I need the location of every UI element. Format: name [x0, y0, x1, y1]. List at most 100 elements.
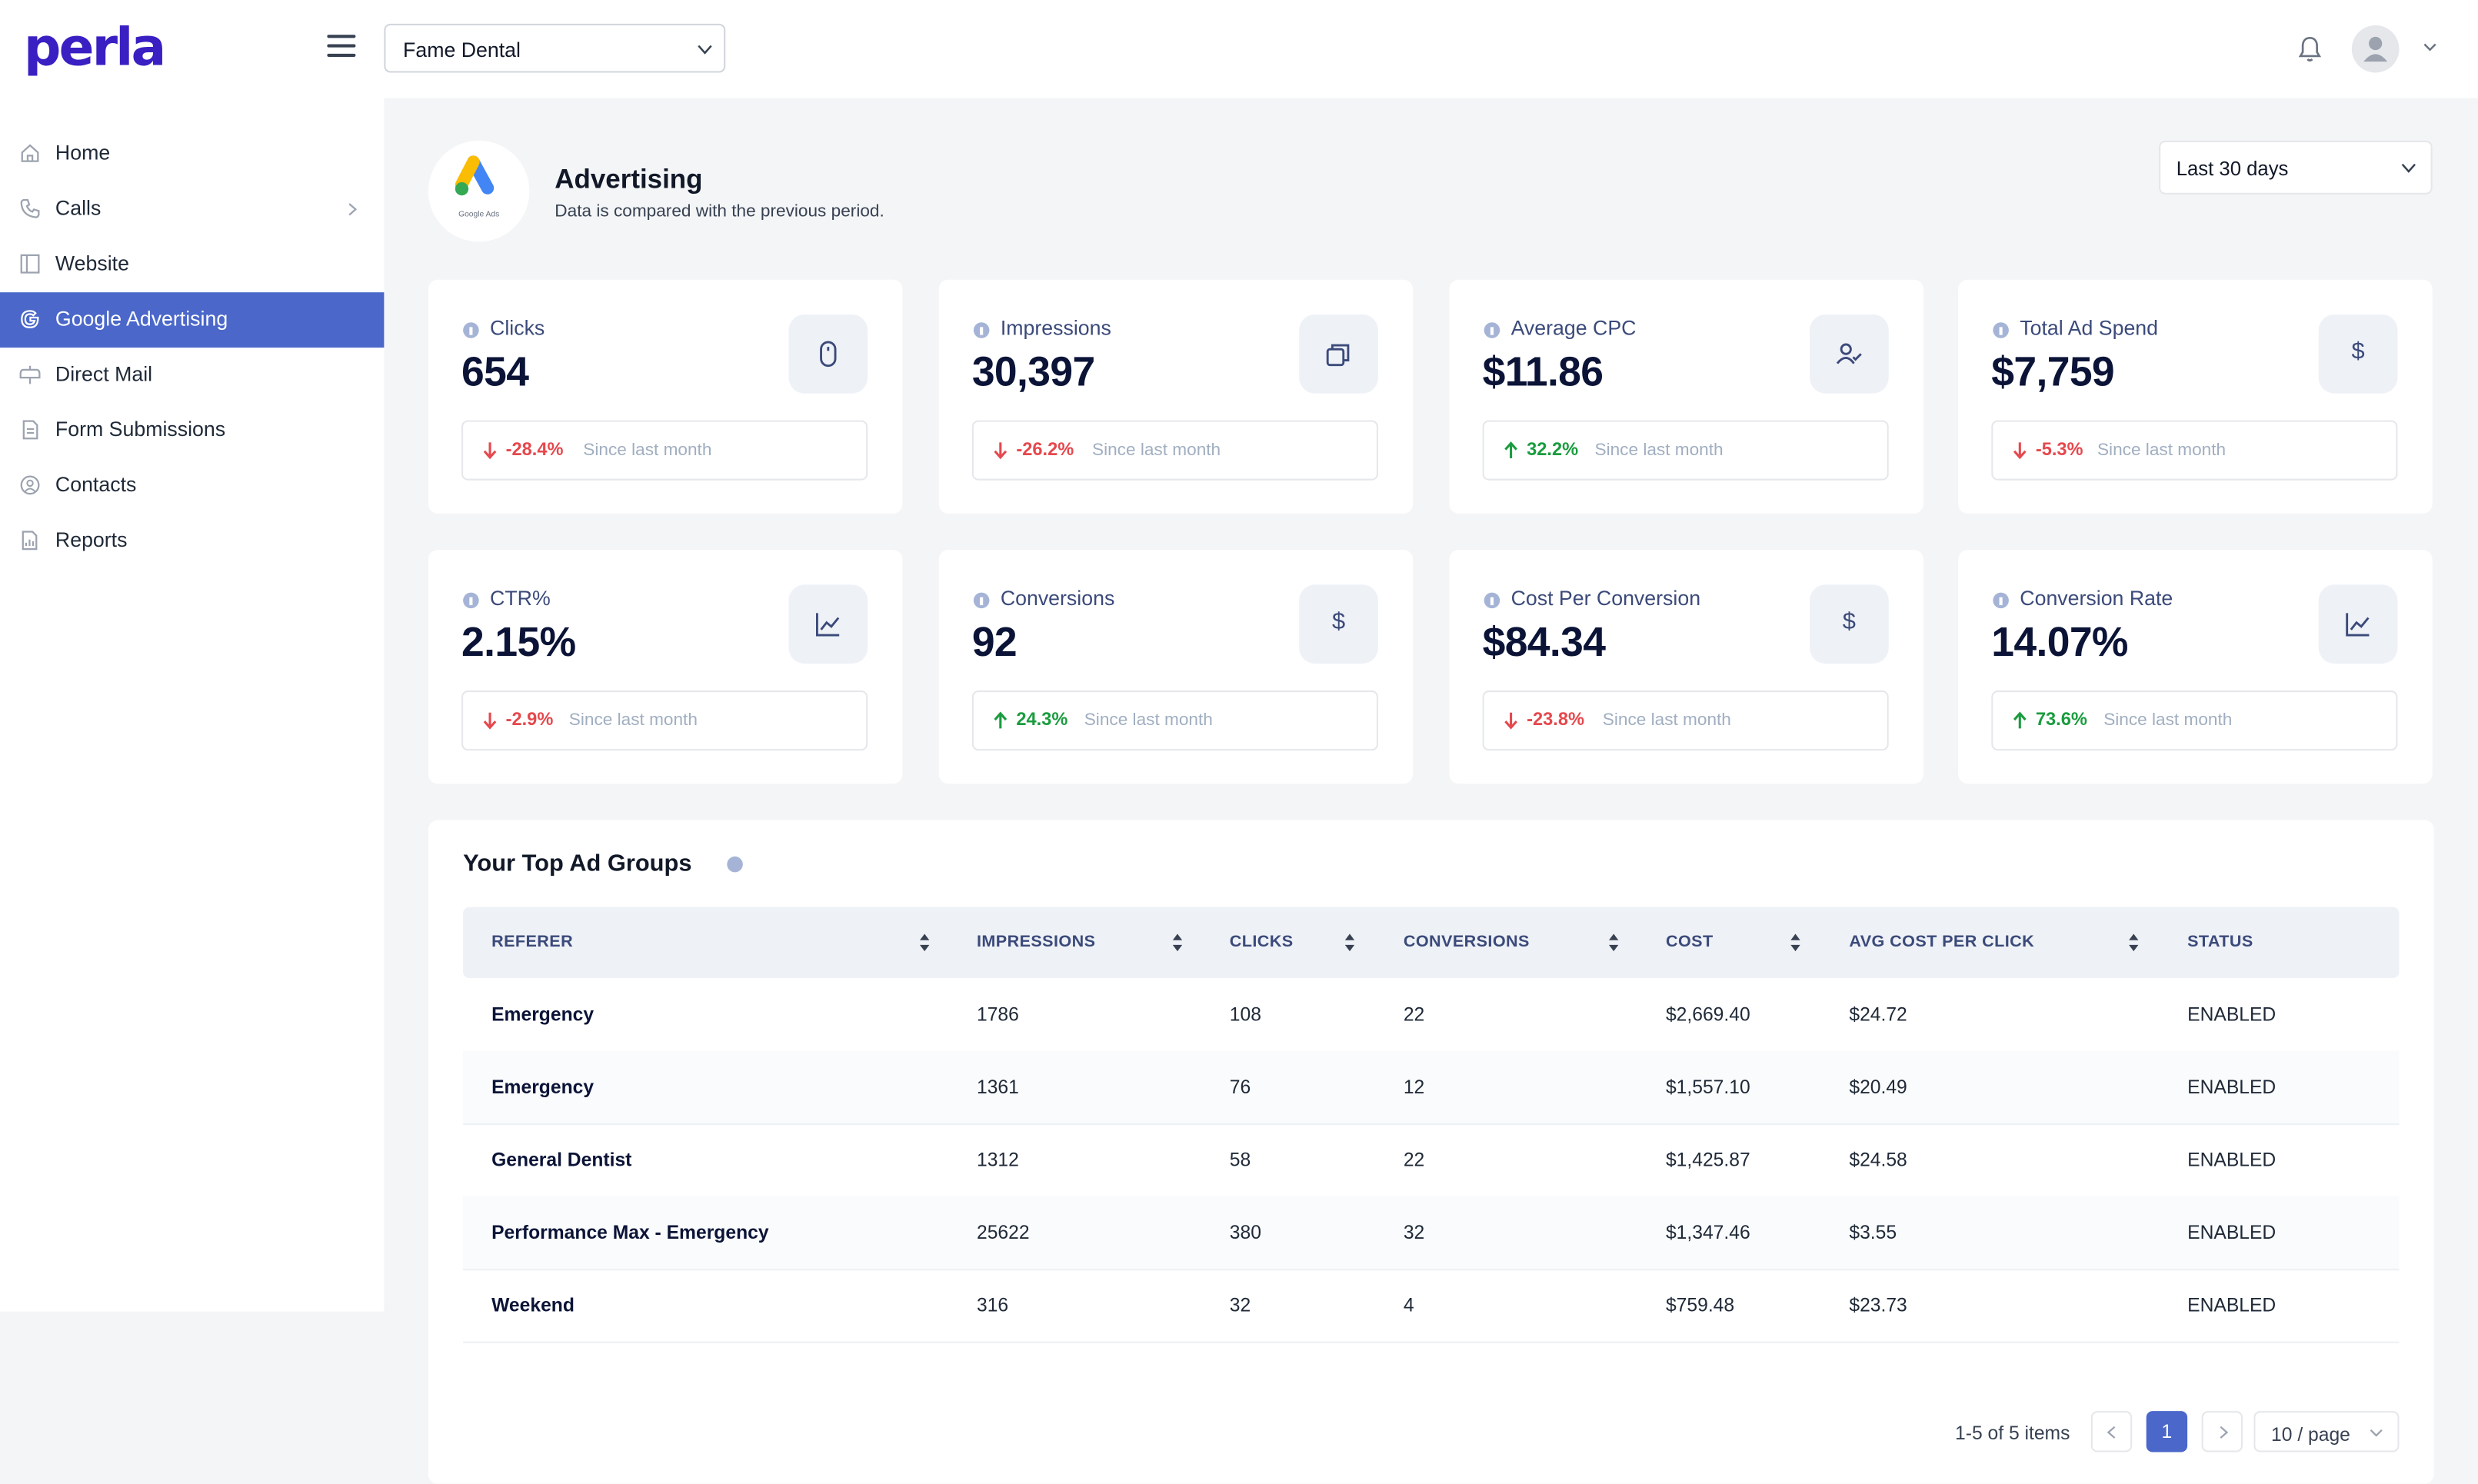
sort-icon[interactable]	[2127, 932, 2140, 953]
stat-delta: -2.9% Since last month	[461, 690, 868, 751]
cell-cost: $759.48	[1665, 1294, 1735, 1316]
table-row[interactable]: Performance Max - Emergency 25622 380 32 $1,…	[463, 1196, 2400, 1271]
cell-referer: Emergency	[491, 1003, 595, 1026]
cell-conversions: 4	[1403, 1294, 1414, 1316]
sort-icon[interactable]	[1344, 932, 1356, 953]
stat-icon-box	[788, 314, 868, 394]
table-row[interactable]: Emergency 1361 76 12 $1,557.10 $20.49 ENABLED	[463, 1050, 2400, 1126]
period-select[interactable]: Last 30 days	[2159, 140, 2433, 195]
delta-note: Since last month	[2103, 710, 2233, 730]
info-icon[interactable]	[1993, 322, 2009, 338]
delta-value: -2.9%	[505, 710, 554, 730]
sidebar-item-contacts[interactable]: Contacts	[0, 458, 384, 514]
info-icon[interactable]	[727, 856, 743, 873]
table-title: Your Top Ad Groups	[463, 850, 692, 877]
cell-conversions: 22	[1403, 1003, 1425, 1026]
stat-delta: -28.4% Since last month	[461, 420, 868, 481]
sort-icon[interactable]	[918, 932, 931, 953]
contact-icon	[20, 475, 40, 495]
cell-clicks: 58	[1229, 1148, 1251, 1171]
cell-impressions: 316	[976, 1294, 1009, 1316]
chevron-left-icon	[2107, 1426, 2116, 1439]
delta-note: Since last month	[1594, 441, 1724, 461]
website-icon	[20, 254, 40, 274]
column-header-referer[interactable]: REFERER	[491, 932, 574, 952]
prev-page-button[interactable]	[2090, 1411, 2133, 1452]
cell-clicks: 32	[1229, 1294, 1251, 1316]
arrow-up-icon	[1504, 441, 1517, 458]
column-header-impressions[interactable]: IMPRESSIONS	[976, 932, 1096, 952]
info-icon[interactable]	[1484, 592, 1500, 609]
chevron-down-icon	[698, 45, 712, 55]
cell-status: ENABLED	[2187, 1076, 2276, 1099]
stat-value: 30,397	[971, 348, 1095, 395]
stat-title: Average CPC	[1510, 316, 1637, 340]
stat-icon-box	[1299, 314, 1378, 394]
stat-icon-box: $	[1809, 584, 1889, 664]
info-icon[interactable]	[1993, 592, 2009, 609]
stat-card-conversions: Conversions 92 $24.3% Since last month	[938, 550, 1414, 784]
info-icon[interactable]	[973, 322, 990, 338]
cell-avg-cpc: $24.72	[1849, 1003, 1907, 1026]
cell-cost: $1,347.46	[1665, 1221, 1750, 1244]
sidebar-item-google-advertising[interactable]: Google Advertising	[0, 292, 385, 348]
delta-note: Since last month	[568, 710, 698, 730]
chart-icon	[2346, 613, 2370, 637]
sort-icon[interactable]	[1789, 932, 1801, 953]
dollar-icon: $	[1332, 608, 1346, 636]
sort-icon[interactable]	[1607, 932, 1620, 953]
stat-card-impressions: Impressions 30,397 -26.2% Since last month	[938, 279, 1414, 514]
bell-icon[interactable]	[2296, 35, 2323, 63]
cell-conversions: 12	[1403, 1076, 1425, 1099]
sidebar-item-calls[interactable]: Calls	[0, 181, 384, 237]
user-avatar[interactable]	[2351, 25, 2400, 73]
next-page-button[interactable]	[2201, 1411, 2243, 1452]
practice-select[interactable]: Fame Dental	[384, 23, 726, 73]
info-icon[interactable]	[463, 322, 479, 338]
table-row[interactable]: Emergency 1786 108 22 $2,669.40 $24.72 ENABLED	[463, 978, 2400, 1053]
page-size-select[interactable]: 10 / page	[2253, 1411, 2400, 1452]
column-header-cost[interactable]: COST	[1665, 932, 1714, 952]
arrow-down-icon	[483, 442, 497, 460]
info-icon[interactable]	[1484, 322, 1500, 338]
stat-delta: 32.2% Since last month	[1482, 420, 1889, 481]
sidebar-item-direct-mail[interactable]: Direct Mail	[0, 348, 384, 403]
table-row[interactable]: General Dentist 1312 58 22 $1,425.87 $24.58 EN…	[463, 1123, 2400, 1198]
stat-delta: -26.2% Since last month	[971, 420, 1378, 481]
page-title: Advertising	[555, 164, 703, 195]
column-header-clicks[interactable]: CLICKS	[1229, 932, 1294, 952]
perla-logo[interactable]: perla	[23, 15, 166, 78]
top-header: perla Fame Dental	[0, 0, 2478, 98]
sidebar-item-website[interactable]: Website	[0, 237, 384, 292]
chevron-right-icon	[348, 203, 358, 216]
chevron-right-icon	[2220, 1426, 2229, 1439]
chevron-down-icon	[2401, 163, 2416, 173]
account-chevron-down-icon[interactable]	[2423, 42, 2436, 52]
column-header-status[interactable]: STATUS	[2187, 932, 2253, 952]
delta-value: -23.8%	[1527, 710, 1585, 730]
sidebar-item-label: Direct Mail	[55, 361, 153, 386]
sidebar-item-label: Google Advertising	[55, 306, 228, 331]
stat-title: Impressions	[1000, 316, 1111, 340]
arrow-down-icon	[994, 442, 1008, 460]
table-header: REFERER IMPRESSIONS CLICKS CONVERSIONS C…	[463, 907, 2400, 979]
delta-value: -26.2%	[1016, 441, 1074, 461]
column-header-avg-cost-per-click[interactable]: AVG COST PER CLICK	[1849, 932, 2035, 952]
sidebar-item-home[interactable]: Home	[0, 126, 384, 181]
cell-referer: Performance Max - Emergency	[491, 1221, 769, 1244]
sort-icon[interactable]	[1171, 932, 1184, 953]
delta-note: Since last month	[1602, 710, 1731, 730]
delta-value: -28.4%	[505, 441, 564, 461]
cell-impressions: 1312	[976, 1148, 1019, 1171]
sidebar-item-form-submissions[interactable]: Form Submissions	[0, 403, 384, 458]
stat-card-conversion-rate: Conversion Rate 14.07% 73.6% Since last mon…	[1958, 550, 2433, 784]
stat-card-total-ad-spend: Total Ad Spend $7,759 $ -5.3% Since last mon…	[1958, 279, 2433, 514]
menu-toggle-icon[interactable]	[327, 35, 356, 60]
info-icon[interactable]	[973, 592, 990, 609]
cell-avg-cpc: $20.49	[1849, 1076, 1907, 1099]
sidebar-item-reports[interactable]: Reports	[0, 514, 384, 569]
page-button-current[interactable]: 1	[2146, 1411, 2188, 1452]
info-icon[interactable]	[463, 592, 479, 609]
table-row[interactable]: Weekend 316 32 4 $759.48 $23.73 ENABLED	[463, 1269, 2400, 1343]
column-header-conversions[interactable]: CONVERSIONS	[1403, 932, 1530, 952]
